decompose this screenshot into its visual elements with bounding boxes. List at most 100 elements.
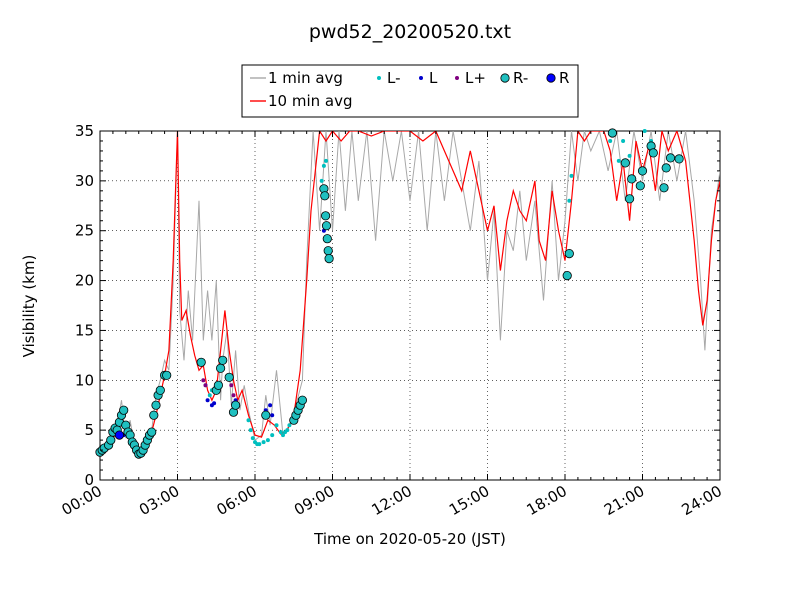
x-tick-label: 21:00 — [601, 482, 647, 519]
data-point-l — [270, 413, 275, 418]
data-point-lminus — [324, 158, 328, 163]
x-tick-label: 15:00 — [446, 482, 492, 519]
data-point-l — [212, 401, 217, 406]
y-tick-label: 25 — [75, 222, 94, 240]
data-point-lminus — [642, 129, 647, 133]
data-point-rminus — [674, 154, 684, 164]
data-point-rminus — [627, 174, 637, 184]
data-point-rminus — [620, 158, 630, 168]
legend-swatch-rminus — [500, 73, 510, 83]
data-point-lminus — [257, 442, 262, 447]
data-point-l — [205, 398, 210, 403]
data-point-rminus — [637, 166, 648, 176]
data-point-rminus — [155, 385, 165, 395]
data-point-lminus — [274, 423, 279, 428]
data-point-lminus — [207, 393, 212, 398]
legend: 1 min avg 10 min avg L- L L+ R- R — [241, 64, 579, 118]
data-point-rminus — [151, 400, 161, 410]
data-point-rminus — [147, 427, 157, 437]
data-point-lminus — [248, 428, 253, 433]
data-point-rminus — [320, 211, 331, 221]
legend-items: 1 min avg 10 min avg L- L L+ R- R — [250, 69, 569, 110]
legend-box — [241, 64, 579, 118]
data-point-rminus — [635, 181, 645, 191]
data-point-rminus — [321, 221, 332, 231]
data-point-rminus — [659, 183, 669, 193]
data-point-rminus — [196, 357, 206, 367]
data-point-lminus — [246, 418, 251, 423]
data-point-lminus — [270, 433, 275, 438]
x-tick-label: 09:00 — [291, 482, 337, 519]
data-point-rminus — [324, 254, 334, 264]
data-point-rminus — [213, 380, 223, 390]
marker-layer — [95, 128, 684, 459]
data-point-rminus — [564, 249, 574, 259]
y-axis-label: Visibility (km) — [20, 255, 38, 358]
y-tick-label: 35 — [75, 122, 94, 140]
data-point-rminus — [224, 372, 234, 382]
data-point-rminus — [323, 246, 333, 256]
y-tick-label: 5 — [84, 421, 94, 439]
data-point-lminus — [278, 430, 283, 435]
data-point-lminus — [567, 198, 572, 203]
legend-label-1-min-avg: 1 min avg — [268, 69, 343, 87]
legend-label-10-min-avg: 10 min avg — [268, 92, 353, 110]
data-point-lminus — [621, 139, 626, 143]
data-point-rminus — [216, 363, 226, 373]
series-line-10-min-avg — [100, 131, 720, 454]
data-point-lplus — [229, 383, 234, 388]
legend-label-lplus: L+ — [465, 69, 486, 87]
data-point-rminus — [297, 395, 307, 405]
x-tick-label: 12:00 — [369, 482, 415, 519]
legend-label-rminus: R- — [513, 69, 528, 87]
data-point-rminus — [562, 270, 572, 281]
data-point-lplus — [203, 383, 208, 388]
y-axis-ticks: 0 5 10 15 20 25 30 35 — [75, 122, 720, 489]
data-point-lminus — [608, 139, 613, 143]
data-point-lminus — [321, 163, 326, 168]
data-point-r — [114, 430, 125, 440]
data-point-rminus — [320, 191, 330, 201]
x-tick-label: 03:00 — [136, 482, 182, 519]
data-point-lminus — [616, 158, 621, 163]
data-point-l — [268, 403, 273, 408]
legend-label-r: R — [559, 69, 569, 87]
plot-area: 00:00 03:00 06:00 09:00 12:00 15:00 18:00 21:00… — [59, 122, 725, 519]
legend-swatch-r — [546, 73, 556, 83]
data-point-lminus — [265, 438, 270, 443]
data-point-rminus — [665, 153, 676, 163]
x-axis-label: Time on 2020-05-20 (JST) — [313, 530, 506, 548]
x-tick-label: 00:00 — [59, 482, 105, 519]
chart-title: pwd52_20200520.txt — [309, 21, 511, 43]
legend-label-l: L — [429, 69, 438, 87]
data-point-rminus — [322, 234, 332, 244]
x-tick-label: 18:00 — [524, 482, 570, 519]
plot-frame — [99, 130, 721, 481]
legend-swatch-lminus — [377, 76, 381, 80]
legend-swatch-l — [419, 76, 423, 80]
data-point-lminus — [261, 440, 266, 445]
data-point-lminus — [250, 436, 255, 441]
data-point-rminus — [607, 128, 618, 138]
y-tick-label: 20 — [75, 272, 94, 290]
data-point-rminus — [162, 370, 172, 380]
data-point-lminus — [627, 153, 632, 158]
data-point-rminus — [231, 400, 241, 410]
legend-swatch-lplus — [455, 76, 459, 80]
grid-lines — [100, 131, 720, 480]
data-point-lminus — [319, 178, 324, 183]
data-point-rminus — [261, 410, 271, 420]
series-line-1-min-avg — [100, 131, 720, 456]
data-point-rminus — [648, 148, 658, 158]
data-point-rminus — [149, 410, 159, 420]
data-point-lminus — [281, 433, 285, 438]
data-point-rminus — [624, 194, 635, 204]
x-tick-label: 24:00 — [679, 482, 725, 519]
x-tick-label: 06:00 — [214, 482, 260, 519]
data-point-rminus — [106, 435, 116, 445]
series-layer — [100, 131, 720, 456]
data-point-lminus — [569, 173, 574, 178]
y-tick-label: 0 — [84, 471, 94, 489]
data-point-rminus — [218, 355, 228, 365]
